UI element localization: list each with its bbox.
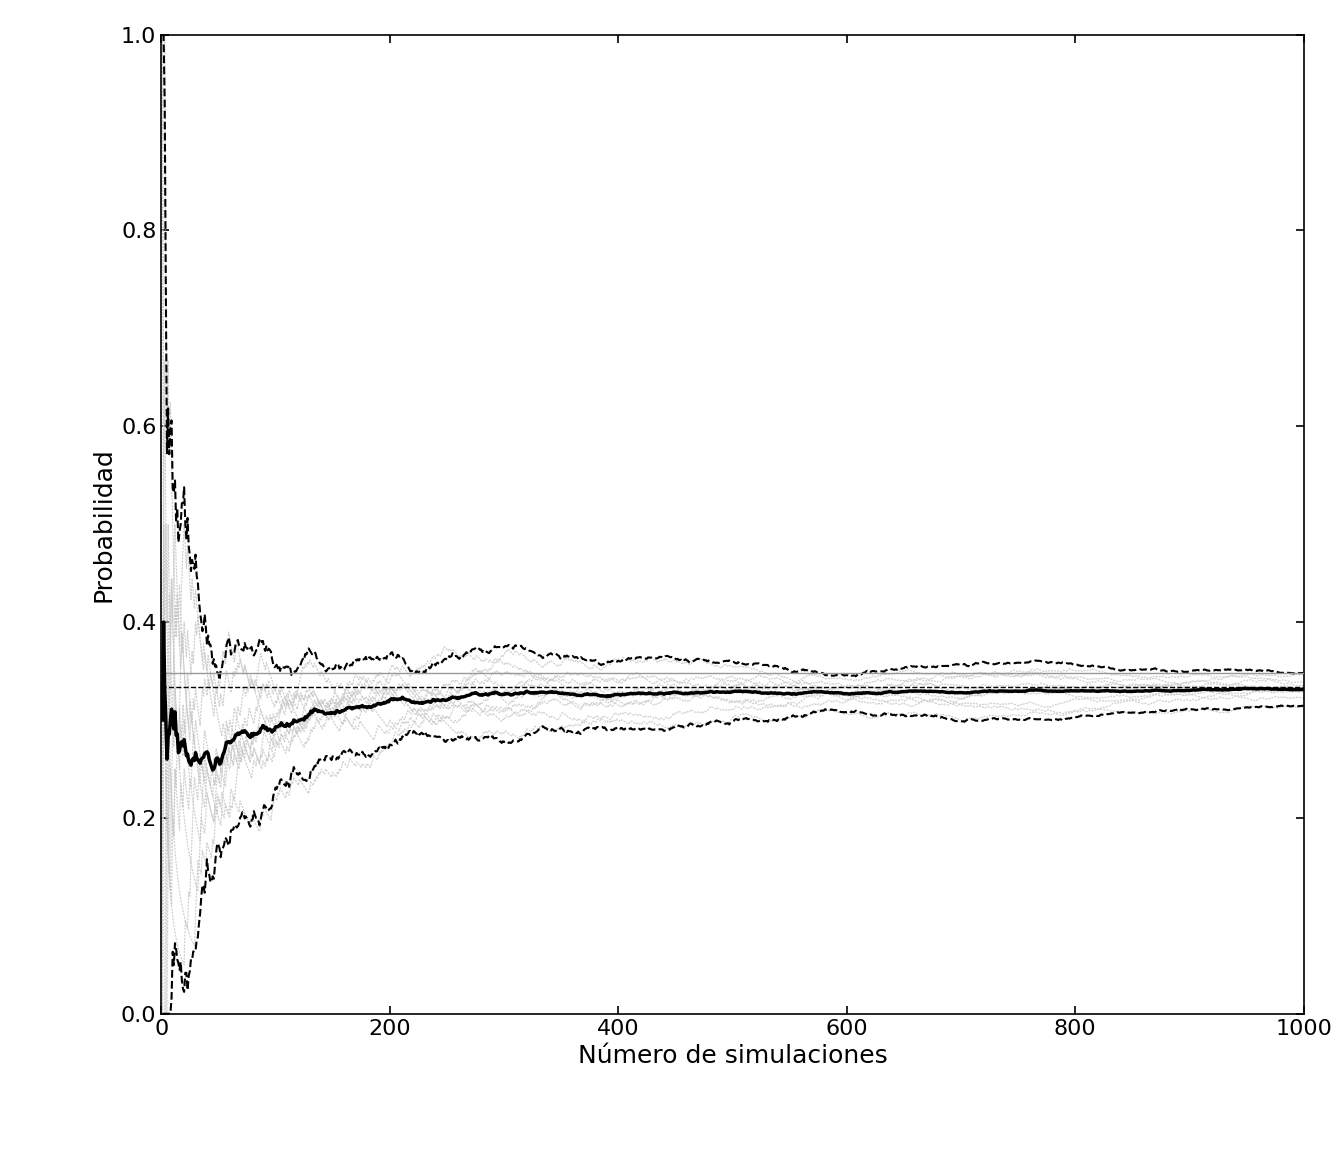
Y-axis label: Probabilidad: Probabilidad [91, 447, 116, 601]
X-axis label: Número de simulaciones: Número de simulaciones [578, 1044, 887, 1068]
